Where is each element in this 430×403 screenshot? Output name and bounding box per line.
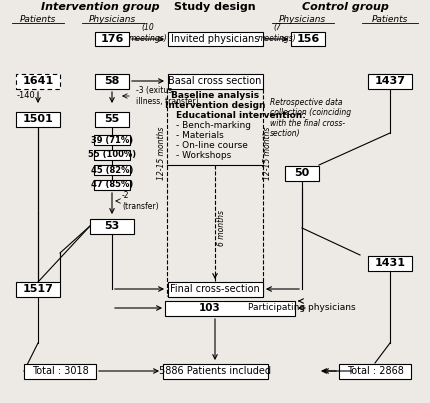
Text: (10
meetings): (10 meetings) (129, 23, 167, 43)
FancyBboxPatch shape (168, 282, 262, 297)
FancyBboxPatch shape (90, 218, 134, 233)
FancyBboxPatch shape (94, 180, 130, 190)
Text: Invited physicians: Invited physicians (171, 34, 259, 44)
Text: Baseline analysis: Baseline analysis (171, 91, 259, 100)
FancyBboxPatch shape (368, 256, 412, 270)
Text: Total : 2868: Total : 2868 (347, 366, 403, 376)
FancyBboxPatch shape (24, 364, 96, 378)
Text: 1641: 1641 (22, 76, 54, 86)
Text: 5886 Patients included: 5886 Patients included (159, 366, 271, 376)
Text: 1501: 1501 (23, 114, 53, 124)
FancyBboxPatch shape (95, 32, 129, 46)
Text: (7
meetings): (7 meetings) (258, 23, 296, 43)
FancyBboxPatch shape (285, 166, 319, 181)
FancyBboxPatch shape (291, 32, 325, 46)
Text: - Materials: - Materials (176, 131, 224, 139)
Text: Physicians: Physicians (89, 15, 135, 25)
FancyBboxPatch shape (16, 112, 60, 127)
Text: 103: 103 (199, 303, 221, 313)
Text: Study design: Study design (174, 2, 256, 12)
Text: 1517: 1517 (22, 284, 53, 294)
Text: -140: -140 (17, 91, 35, 100)
Text: - Bench-marking: - Bench-marking (176, 120, 251, 129)
Text: 55 (100%): 55 (100%) (88, 150, 136, 160)
Text: 156: 156 (296, 34, 319, 44)
Text: - Workshops: - Workshops (176, 150, 231, 160)
Text: Basal cross section: Basal cross section (168, 76, 262, 86)
Text: Total : 3018: Total : 3018 (32, 366, 89, 376)
Text: Participating physicians: Participating physicians (248, 303, 356, 312)
FancyBboxPatch shape (165, 301, 295, 316)
Text: 12-15 months: 12-15 months (157, 126, 166, 180)
Text: 45 (82%): 45 (82%) (91, 166, 133, 174)
FancyBboxPatch shape (339, 364, 411, 378)
FancyBboxPatch shape (368, 73, 412, 89)
FancyBboxPatch shape (16, 282, 60, 297)
Text: - On-line course: - On-line course (176, 141, 248, 150)
Text: Educational intervention:: Educational intervention: (176, 110, 306, 120)
Text: 1437: 1437 (375, 76, 405, 86)
Text: 53: 53 (104, 221, 120, 231)
Text: 55: 55 (104, 114, 120, 124)
FancyBboxPatch shape (95, 112, 129, 127)
FancyBboxPatch shape (163, 364, 267, 378)
Text: 50: 50 (295, 168, 310, 178)
FancyBboxPatch shape (16, 73, 60, 89)
FancyBboxPatch shape (94, 135, 130, 145)
Text: 58: 58 (104, 76, 120, 86)
Text: Control group: Control group (301, 2, 388, 12)
Text: Retrospective data
collection (coinciding
with the final cross-
section): Retrospective data collection (coincidin… (270, 98, 351, 138)
Text: 47 (85%): 47 (85%) (91, 181, 133, 189)
FancyBboxPatch shape (168, 32, 262, 46)
FancyBboxPatch shape (168, 73, 262, 89)
Text: 39 (71%): 39 (71%) (91, 135, 133, 145)
Text: 6 months: 6 months (216, 210, 225, 246)
Text: -2
(transfer): -2 (transfer) (122, 191, 159, 211)
Text: 176: 176 (100, 34, 124, 44)
Text: Intervention group: Intervention group (41, 2, 159, 12)
Text: -3 (exitus,
illness, transfer): -3 (exitus, illness, transfer) (136, 86, 199, 106)
Text: Patients: Patients (372, 15, 408, 25)
Text: 12-15 months: 12-15 months (264, 126, 273, 180)
FancyBboxPatch shape (94, 150, 130, 160)
Text: Patients: Patients (20, 15, 56, 25)
Text: Final cross-section: Final cross-section (170, 284, 260, 294)
Text: Physicians: Physicians (278, 15, 326, 25)
FancyBboxPatch shape (94, 165, 130, 175)
FancyBboxPatch shape (95, 73, 129, 89)
Text: 1431: 1431 (375, 258, 405, 268)
Text: Intervention design: Intervention design (165, 100, 265, 110)
